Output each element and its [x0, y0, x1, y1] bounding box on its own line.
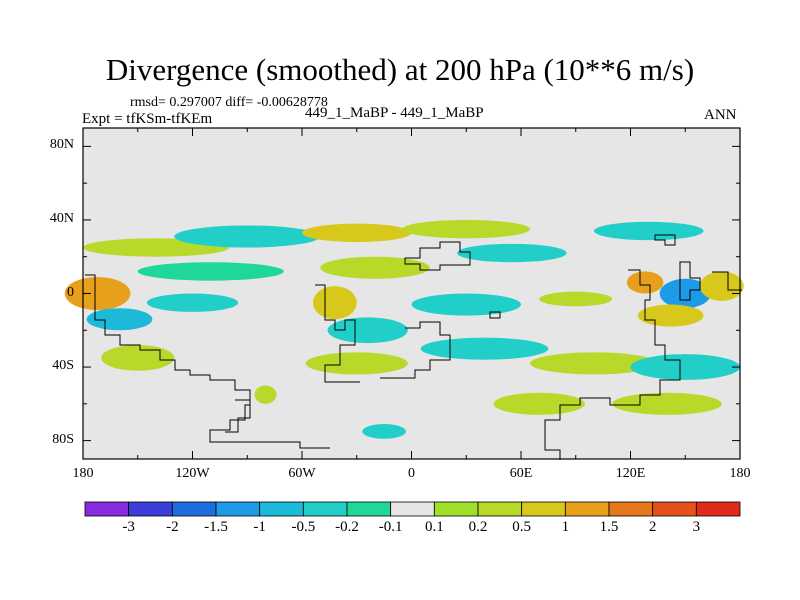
anomaly-region-5	[402, 219, 531, 239]
anomaly-region-10	[312, 286, 357, 320]
x-tick-label: 120W	[175, 466, 210, 481]
anomaly-region-18	[327, 317, 408, 344]
cases-label: 449_1_MaBP - 449_1_MaBP	[305, 105, 484, 121]
coastline-africa	[380, 321, 451, 379]
tick-layer	[82, 128, 741, 459]
anomaly-region-15	[626, 271, 664, 294]
colorbar-swatch	[521, 501, 566, 517]
season-label: ANN	[704, 107, 737, 123]
colorbar-level-label: -1.5	[204, 519, 228, 535]
colorbar-level-label: 3	[692, 519, 701, 535]
colorbar-swatch	[390, 501, 435, 517]
y-tick-label: 0	[67, 284, 74, 300]
x-tick-label: 120E	[615, 466, 646, 481]
x-tick-label: 180	[72, 466, 94, 481]
coastline-americas	[85, 274, 330, 449]
colorbar-level-label: 0.5	[512, 519, 532, 535]
colorbar-level-label: -3	[122, 519, 135, 535]
y-tick-label: 80S	[52, 431, 74, 447]
colorbar-swatch	[433, 501, 479, 517]
coastline-asia-pacific	[544, 269, 681, 460]
anomaly-region-17	[699, 271, 744, 301]
anomaly-region-0	[64, 276, 131, 311]
x-tick-label: 0	[408, 466, 415, 481]
colorbar-level-label: -0.1	[378, 519, 403, 535]
anomaly-region-7	[137, 262, 284, 281]
plot-title: Divergence (smoothed) at 200 hPa (10**6 …	[105, 52, 695, 87]
anomaly-region-25	[493, 392, 585, 415]
anomaly-region-6	[594, 221, 704, 241]
anomaly-region-13	[539, 291, 613, 307]
anomaly-region-27	[362, 424, 407, 439]
anomaly-region-8	[320, 256, 430, 279]
colorbar-swatch	[608, 501, 654, 517]
anomaly-region-9	[457, 243, 567, 263]
coastline-eurasia	[404, 241, 471, 271]
anomaly-region-14	[659, 278, 711, 309]
anomaly-region-23	[630, 354, 740, 380]
experiment-label: Expt = tfKSm-tfKEm	[82, 111, 213, 127]
y-tick-label: 40N	[49, 210, 74, 226]
colorbar-swatch	[215, 501, 261, 517]
colorbar-swatch	[652, 501, 697, 517]
stats-line: rmsd= 0.297007 diff= -0.00628778	[130, 95, 328, 110]
y-tick-label: 80N	[49, 137, 74, 153]
colorbar-level-label: -1	[253, 519, 266, 535]
colorbar-level-label: -0.5	[291, 519, 316, 535]
anomaly-region-16	[637, 304, 704, 327]
colorbar-level-label: -0.2	[335, 519, 359, 535]
colorbar-level-label: 0.2	[468, 519, 488, 535]
coastline-south-america	[315, 284, 360, 383]
colorbar-swatch	[346, 501, 392, 517]
anomaly-region-22	[530, 352, 658, 375]
coastline-antarctic-bay	[225, 399, 251, 433]
x-tick-label: 60E	[509, 466, 533, 481]
coastline-layer	[85, 234, 742, 460]
colorbar	[84, 501, 741, 517]
colorbar-level-label: -2	[166, 519, 179, 535]
colorbar-swatch	[128, 501, 173, 517]
coastline-island	[489, 311, 501, 319]
y-tick-label: 40S	[52, 358, 74, 374]
colorbar-swatch	[477, 501, 523, 517]
anomaly-region-20	[305, 352, 408, 375]
anomaly-region-4	[302, 223, 412, 243]
anomaly-region-3	[174, 225, 321, 248]
colorbar-level-label: 0.1	[424, 519, 444, 535]
anomaly-region-12	[411, 293, 521, 316]
field-layer	[64, 128, 744, 459]
anomaly-region-19	[101, 344, 175, 371]
coastline-greenland	[654, 234, 676, 246]
anomaly-region-21	[420, 337, 549, 360]
anomaly-region-24	[254, 385, 277, 404]
colorbar-level-label: 2	[648, 519, 657, 535]
x-tick-label: 180	[729, 466, 751, 481]
colorbar-swatch	[564, 501, 610, 517]
coastline-maritime	[679, 261, 742, 301]
colorbar-swatch	[259, 501, 304, 517]
anomaly-region-11	[146, 293, 239, 312]
colorbar-level-label: 1.5	[599, 519, 619, 535]
x-tick-label: 60W	[288, 466, 316, 481]
colorbar-swatch	[302, 501, 348, 517]
colorbar-level-label: 1	[561, 519, 570, 535]
colorbar-swatch	[695, 501, 741, 517]
anomaly-region-1	[86, 308, 153, 331]
colorbar-swatch	[171, 501, 217, 517]
colorbar-swatch	[84, 501, 130, 517]
anomaly-region-26	[612, 392, 722, 415]
